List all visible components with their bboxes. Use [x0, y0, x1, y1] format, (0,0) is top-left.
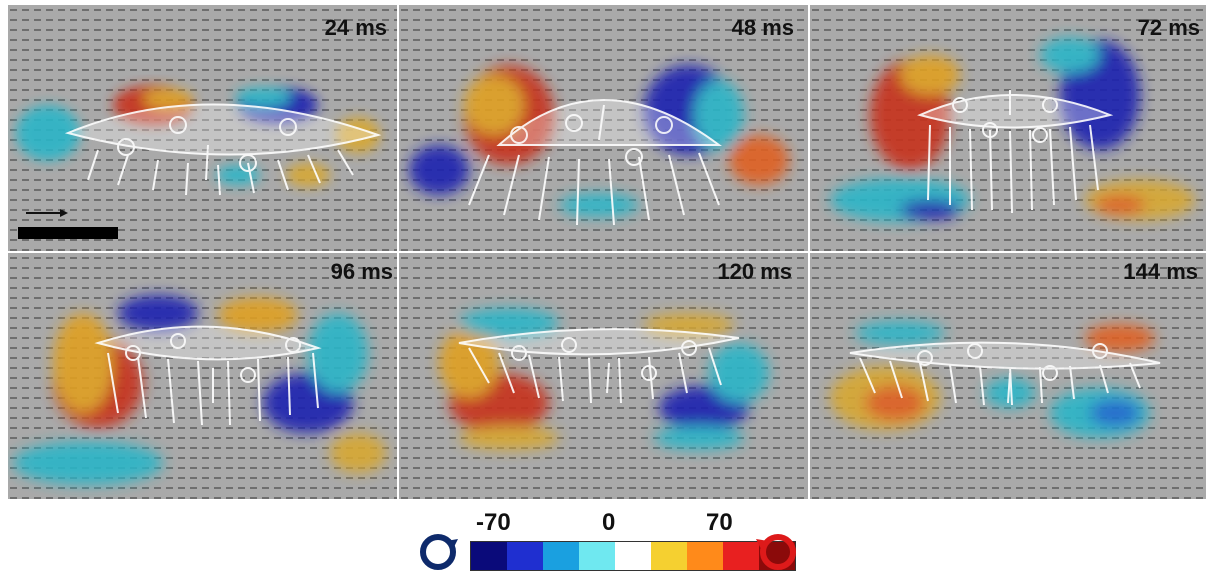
- jellyfish-48ms: [468, 99, 723, 226]
- scale-annotations: [18, 209, 118, 239]
- colorbar-max-label: 70: [706, 509, 733, 536]
- vorticity-colorbar: -70 0 70: [418, 505, 802, 575]
- colorbar-min-label: -70: [476, 509, 511, 536]
- colorbar-swatch: [687, 542, 723, 570]
- counterclockwise-rotation-icon: [420, 534, 458, 570]
- vector-field-48ms: [399, 5, 808, 251]
- vector-field-144ms: [810, 253, 1206, 499]
- colorbar-swatch: [507, 542, 543, 570]
- vector-field-120ms: [399, 253, 808, 499]
- time-label: 120 ms: [717, 259, 792, 284]
- time-label: 24 ms: [324, 15, 387, 40]
- colorbar-swatch: [651, 542, 687, 570]
- panel-120ms: 120 ms: [399, 253, 808, 499]
- panel-144ms: 144 ms: [810, 253, 1206, 499]
- colorbar-swatch: [723, 542, 759, 570]
- time-label: 72 ms: [1137, 15, 1200, 40]
- jellyfish-96ms: [94, 325, 322, 426]
- colorbar-swatch: [543, 542, 579, 570]
- time-label: 144 ms: [1123, 259, 1198, 284]
- vector-field-72ms: [810, 5, 1206, 251]
- time-label: 48 ms: [731, 15, 794, 40]
- jellyfish-120ms: [458, 328, 740, 404]
- clockwise-rotation-icon: [756, 534, 796, 570]
- vector-field-96ms: [8, 253, 397, 499]
- jellyfish-144ms: [849, 341, 1161, 406]
- jellyfish-24ms: [64, 103, 382, 196]
- jellyfish-72ms: [917, 90, 1114, 214]
- colorbar-swatch: [471, 542, 507, 570]
- vector-field-24ms: [8, 5, 397, 251]
- colorbar-mid-label: 0: [602, 509, 616, 536]
- panel-72ms: 72 ms: [810, 5, 1206, 251]
- panel-48ms: 48 ms: [399, 5, 808, 251]
- colorbar-gradient: [470, 541, 796, 571]
- panel-96ms: 96 ms: [8, 253, 397, 499]
- colorbar-swatch: [579, 542, 615, 570]
- panel-24ms: 24 ms: [8, 5, 397, 251]
- colorbar-swatch: [615, 542, 651, 570]
- time-label: 96 ms: [330, 259, 393, 284]
